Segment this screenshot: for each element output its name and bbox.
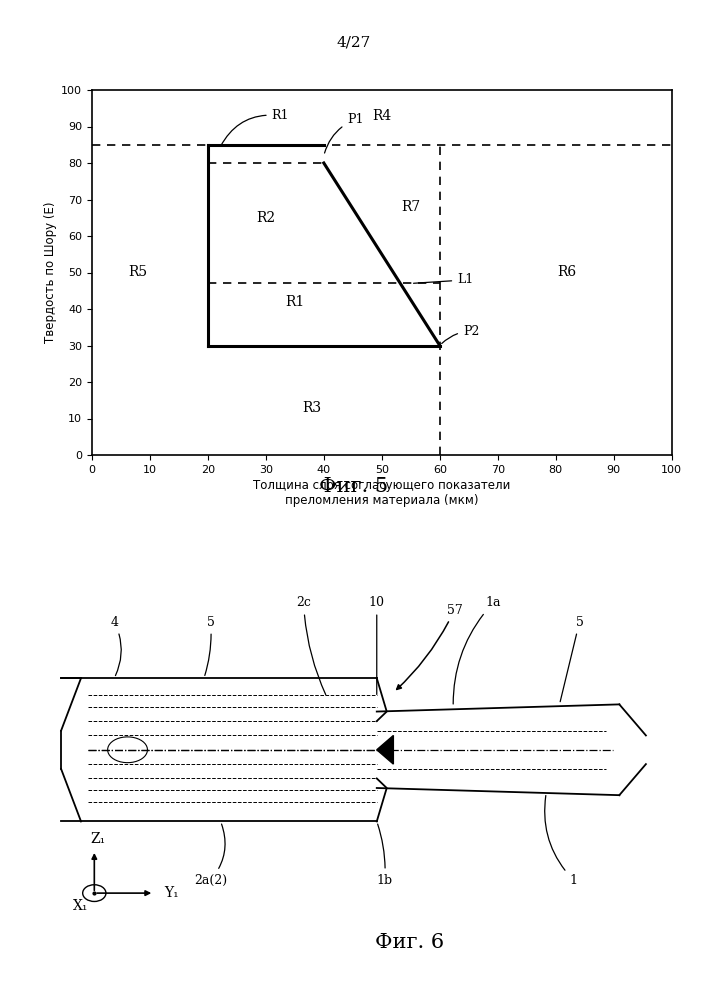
Text: R1: R1: [221, 109, 289, 146]
Text: P1: P1: [325, 113, 363, 153]
Text: 4: 4: [110, 616, 122, 676]
Text: Фиг. 6: Фиг. 6: [375, 934, 445, 952]
Text: 2a(2): 2a(2): [194, 824, 227, 887]
Text: R1: R1: [285, 295, 305, 309]
Text: 5: 5: [205, 616, 214, 675]
Text: R3: R3: [303, 401, 322, 415]
Text: R5: R5: [129, 265, 148, 279]
Text: Фиг. 5: Фиг. 5: [319, 478, 388, 496]
Text: 2c: 2c: [296, 596, 326, 695]
Polygon shape: [377, 735, 393, 764]
Text: 5: 5: [560, 616, 583, 702]
Text: 1b: 1b: [377, 824, 393, 887]
Text: R2: R2: [256, 211, 276, 225]
X-axis label: Толщина слоя согласующего показатели
преломления материала (мкм): Толщина слоя согласующего показатели пре…: [253, 479, 510, 507]
Text: X₁: X₁: [74, 899, 88, 913]
Text: 57: 57: [397, 604, 462, 689]
Text: L1: L1: [414, 273, 474, 286]
Text: 1: 1: [544, 796, 578, 887]
Text: R4: R4: [372, 109, 392, 123]
Y-axis label: Твердость по Шору (E): Твердость по Шору (E): [44, 202, 57, 343]
Text: 4/27: 4/27: [337, 35, 370, 49]
Text: Z₁: Z₁: [90, 832, 105, 846]
Text: 10: 10: [369, 596, 385, 694]
Text: R6: R6: [558, 265, 577, 279]
Text: Y₁: Y₁: [164, 886, 179, 900]
Text: 1a: 1a: [453, 596, 501, 704]
Text: R7: R7: [401, 200, 421, 214]
Text: P2: P2: [442, 325, 479, 344]
